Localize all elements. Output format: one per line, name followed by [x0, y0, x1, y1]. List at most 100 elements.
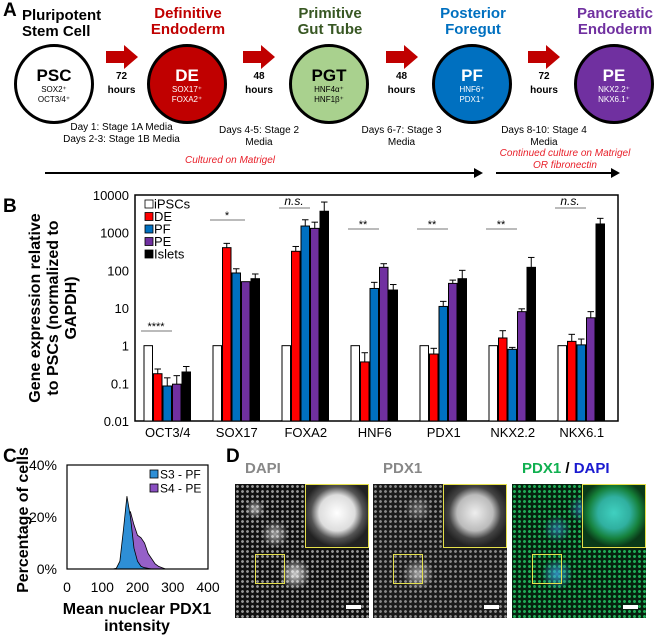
- duration-number: 48: [395, 71, 408, 82]
- x-tick-label: 0: [63, 579, 71, 595]
- y-tick-label: 0.1: [111, 376, 129, 391]
- media-line2: Media: [530, 137, 558, 148]
- bar-pf-oct3/4: [162, 385, 172, 422]
- media-line2: Days 2-3: Stage 1B Media: [63, 134, 180, 145]
- right-arrow-icon-head: [261, 45, 275, 69]
- stage-marker: PDX1⁺: [459, 95, 485, 104]
- micrograph-merge: [512, 484, 646, 618]
- legend-label: DE: [154, 209, 172, 224]
- media-line2: Media: [387, 137, 416, 148]
- significance-label: **: [497, 219, 506, 231]
- y-tick-label: 10: [115, 301, 129, 316]
- stage-circle-pf: PF HNF6⁺ PDX1⁺: [432, 44, 512, 124]
- y-axis-title-line: Gene expression relative: [27, 213, 44, 403]
- stage-title-line1: Pancreatic: [577, 5, 653, 22]
- continued-line1: Continued culture on Matrigel: [499, 148, 631, 159]
- bar-pe-pdx1: [448, 282, 458, 422]
- stage-marker: SOX2⁺: [41, 85, 67, 94]
- right-arrow-icon: [528, 51, 546, 63]
- y-axis-title-line: GAPDH): [63, 276, 80, 339]
- y-tick-label: 100: [107, 263, 129, 278]
- significance-label: n.s.: [560, 194, 579, 208]
- bar-islets-nkx2.2: [526, 266, 536, 422]
- bar-ipscs-foxa2: [281, 345, 291, 422]
- bar-de-nkx2.2: [498, 337, 508, 422]
- legend-swatch: [144, 224, 154, 234]
- significance-label: ****: [147, 321, 165, 333]
- panel-label-a: A: [3, 0, 17, 21]
- bar-de-pdx1: [429, 353, 439, 422]
- micrograph-gray: [235, 484, 369, 618]
- zoom-inset: [443, 484, 507, 548]
- x-axis-title-line1: Mean nuclear PDX1: [63, 601, 212, 618]
- histogram-frame: [66, 464, 209, 570]
- duration-label: 48 hours: [239, 70, 279, 98]
- stage-circle-pgt: PGT HNF4α⁺ HNF1β⁺: [289, 44, 369, 124]
- bar-ipscs-sox17: [212, 345, 222, 422]
- title-pdx1: PDX1: [522, 460, 562, 477]
- stage-marker: HNF4α⁺: [314, 85, 344, 94]
- stage-marker: SOX17⁺: [171, 85, 202, 94]
- right-arrow-icon: [385, 51, 404, 63]
- x-tick-label: 300: [161, 579, 185, 595]
- duration-label: 72 hours: [102, 70, 142, 98]
- x-tick-label: 400: [196, 579, 220, 595]
- scale-bar: [623, 605, 638, 609]
- legend-swatch: [144, 237, 154, 246]
- timeline-arrow-2: [496, 172, 612, 174]
- media-line2: Media: [245, 137, 273, 148]
- duration-number: 48: [253, 71, 265, 82]
- significance-label: **: [359, 219, 368, 231]
- bar-de-oct3/4: [153, 373, 163, 422]
- x-tick-label: NKX2.2: [490, 425, 535, 440]
- y-tick-label: 0%: [37, 561, 57, 577]
- duration-unit: hours: [107, 85, 136, 96]
- bar-de-sox17: [222, 247, 232, 422]
- y-axis-title: Percentage of cells: [15, 447, 32, 593]
- right-arrow-icon: [105, 51, 124, 63]
- x-tick-label: OCT3/4: [145, 425, 191, 440]
- timeline-arrow-1: [45, 172, 475, 174]
- duration-number: 72: [115, 71, 128, 82]
- media-line1: Days 8-10: Stage 4: [501, 125, 587, 136]
- y-axis-title: Gene expression relativeto PSCs (normali…: [27, 213, 80, 403]
- bar-ipscs-nkx2.2: [488, 345, 498, 422]
- zoom-inset: [305, 484, 369, 548]
- stage-title: Primitive Gut Tube: [265, 6, 395, 38]
- legend-swatch: [144, 199, 154, 209]
- stage-title: Posterior Foregut: [408, 6, 538, 38]
- media-line1: Day 1: Stage 1A Media: [70, 122, 173, 133]
- y-axis-title-line: to PSCs (normalized to: [45, 220, 62, 395]
- stage-circle-de: DE SOX17⁺ FOXA2⁺: [147, 44, 227, 124]
- y-tick-label: 10000: [93, 188, 129, 203]
- x-tick-label: HNF6: [358, 425, 392, 440]
- legend-swatch: [149, 483, 159, 493]
- continued-line2: OR fibronectin: [533, 160, 597, 171]
- media-line1: Days 4-5: Stage 2: [218, 125, 300, 136]
- bar-pe-nkx2.2: [517, 311, 527, 422]
- duration-unit: hours: [387, 85, 416, 96]
- bar-pf-sox17: [231, 272, 241, 422]
- bar-islets-hnf6: [388, 289, 398, 422]
- scale-bar: [484, 605, 499, 609]
- y-tick-label: 40%: [29, 457, 57, 473]
- stage-marker: NKX6.1⁺: [598, 95, 630, 104]
- bar-pf-hnf6: [369, 287, 379, 422]
- stage-title-line2: Stem Cell: [22, 23, 91, 40]
- panel-label-c: C: [3, 446, 17, 467]
- bar-pf-nkx2.2: [507, 348, 517, 422]
- stage-abbr: PSC: [36, 66, 72, 85]
- stage-title-line1: Posterior: [440, 5, 506, 22]
- bar-islets-nkx6.1: [595, 223, 605, 422]
- bar-islets-pdx1: [457, 278, 467, 422]
- stage-title: Pluripotent Stem Cell: [22, 8, 152, 40]
- stage-marker: NKX2.2⁺: [598, 85, 630, 94]
- legend-label: PE: [154, 234, 172, 249]
- media-line1: Days 6-7: Stage 3: [361, 125, 442, 136]
- image-title: DAPI: [245, 460, 281, 477]
- y-tick-label: 0.01: [104, 414, 129, 429]
- legend-label: S3 - PF: [160, 468, 201, 482]
- stage-abbr: PF: [461, 66, 483, 85]
- arrowhead-icon: [611, 168, 620, 178]
- significance-label: *: [225, 210, 230, 222]
